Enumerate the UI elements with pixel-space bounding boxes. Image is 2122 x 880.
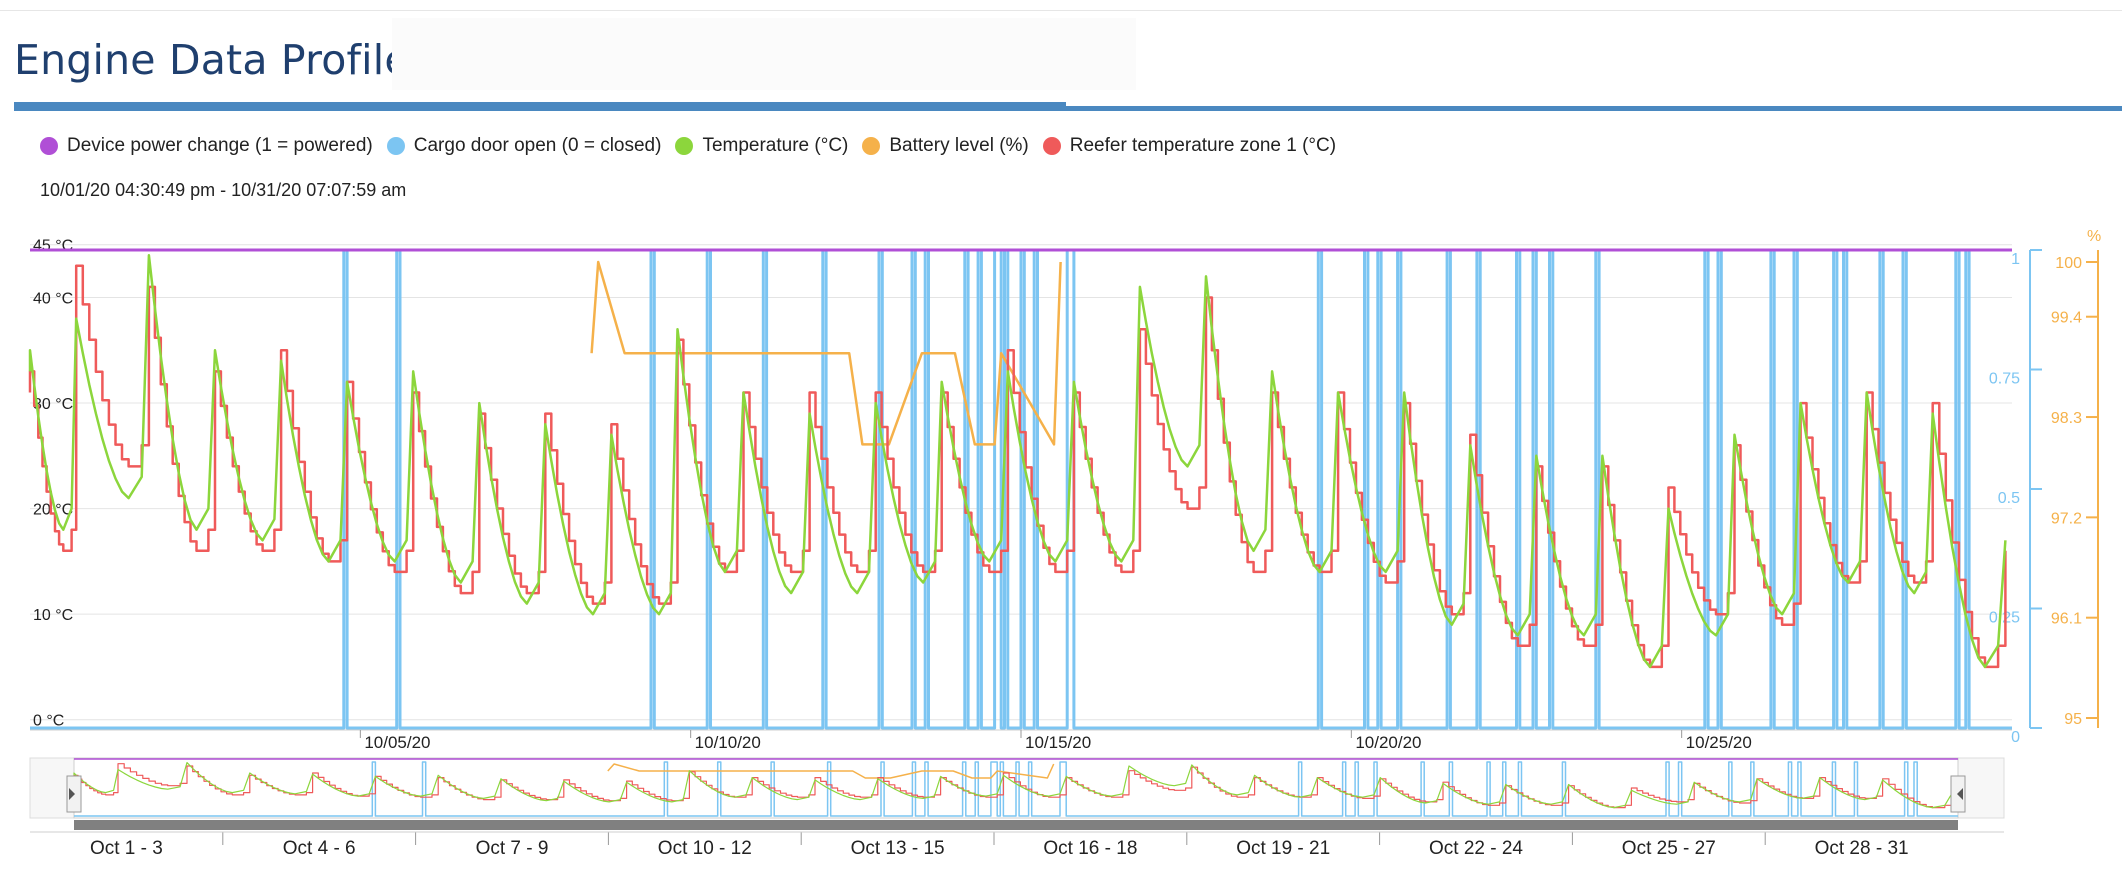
y-tick-label-temperature: 10 °C [33,607,73,624]
legend-item-power[interactable]: Device power change (1 = powered) [40,135,373,157]
series-battery-line [590,260,1062,446]
navigator-label[interactable]: Oct 1 - 3 [90,838,163,859]
y-tick-label-door: 1 [2011,251,2020,268]
series-temperature-line [28,254,2007,669]
y-tick-label-battery: 99.4 [2051,310,2082,327]
y-tick-label-door: 0 [2011,729,2020,746]
navigator-label[interactable]: Oct 25 - 27 [1622,838,1716,859]
legend-marker [675,137,694,155]
y-tick-label-door: 0.75 [1989,371,2020,388]
navigator-door-line [74,761,1958,817]
title-underline-dark [14,102,1066,111]
chart-legend: Device power change (1 = powered) Cargo … [40,135,1350,157]
battery-axis-unit: % [2087,228,2101,245]
legend-marker [862,137,881,155]
y-tick-label-battery: 98.3 [2051,410,2082,427]
y-tick-label-temperature: 30 °C [33,396,73,413]
navigator-label[interactable]: Oct 16 - 18 [1043,838,1137,859]
navigator-scrollbar [74,820,1958,830]
legend-label: Battery level (%) [889,135,1029,156]
y-tick-label-battery: 100 [2055,255,2082,272]
y-tick-label-temperature: 40 °C [33,291,73,308]
top-divider [0,10,2122,11]
legend-marker [386,137,405,155]
legend-label: Reefer temperature zone 1 (°C) [1069,135,1337,156]
page-title: Engine Data Profile [14,36,410,84]
series-door-line [30,248,2012,730]
x-tick-label: 10/10/20 [695,733,761,752]
x-tick-label: 10/05/20 [364,733,430,752]
navigator-label[interactable]: Oct 22 - 24 [1429,838,1523,859]
navigator-label[interactable]: Oct 13 - 15 [851,838,945,859]
y-tick-label-battery: 96.1 [2051,611,2082,628]
title-underline-light [1066,106,2122,111]
y-tick-label-door: 0.5 [1998,490,2020,507]
navigator-label[interactable]: Oct 19 - 21 [1236,838,1330,859]
y-tick-label-battery: 95 [2064,711,2082,728]
date-range-label: 10/01/20 04:30:49 pm - 10/31/20 07:07:59… [40,180,407,200]
legend-label: Device power change (1 = powered) [67,135,373,156]
main-plot: 0 °C 10 °C 20 °C 30 °C 40 °C 45 °C 10/05/20 10/… [28,228,2101,752]
legend-marker [1042,137,1061,155]
chevron-left-icon [1957,788,1963,800]
navigator-label[interactable]: Oct 28 - 31 [1815,838,1909,859]
legend-item-door[interactable]: Cargo door open (0 = closed) [386,135,662,157]
navigator-label[interactable]: Oct 4 - 6 [283,838,356,859]
y-tick-label-temperature: 45 °C [33,238,73,255]
chevron-right-icon [69,788,75,800]
y-tick-label-battery: 97.2 [2051,510,2082,527]
legend-label: Temperature (°C) [702,135,849,156]
y-tick-label-temperature: 0 °C [33,713,64,730]
navigator: Oct 1 - 3 Oct 4 - 6 Oct 7 - 9 Oct 10 - 12 Oc… [29,757,2005,859]
legend-item-temperature[interactable]: Temperature (°C) [675,135,848,157]
x-tick-label: 10/20/20 [1355,733,1421,752]
x-tick-label: 10/25/20 [1686,733,1752,752]
navigator-battery-line [607,763,1055,779]
legend-label: Cargo door open (0 = closed) [413,135,662,156]
x-tick-label: 10/15/20 [1025,733,1091,752]
legend-item-battery[interactable]: Battery level (%) [862,135,1029,157]
navigator-temperature-line [73,761,1953,809]
legend-item-reefer[interactable]: Reefer temperature zone 1 (°C) [1042,135,1337,157]
title-toolbar-area [392,18,1136,90]
y-tick-label-temperature: 20 °C [33,502,73,519]
navigator-label[interactable]: Oct 10 - 12 [658,838,752,859]
navigator-label[interactable]: Oct 7 - 9 [476,838,549,859]
legend-marker [40,137,58,155]
